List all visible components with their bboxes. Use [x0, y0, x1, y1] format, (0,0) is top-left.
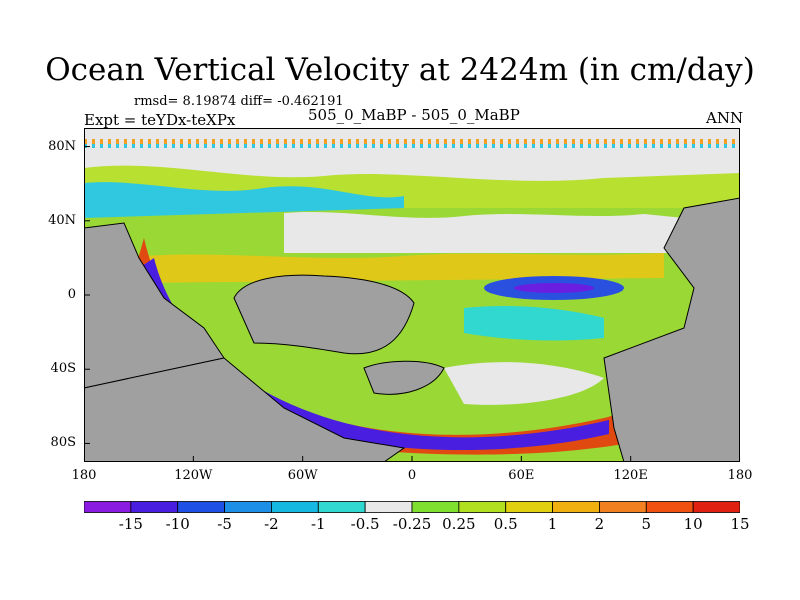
colorbar-label: 1: [547, 515, 558, 533]
colorbar-cell: [224, 501, 272, 513]
tick-marks: [84, 146, 740, 462]
velocity-map: [84, 128, 740, 462]
plot-title: Ocean Vertical Velocity at 2424m (in cm/…: [45, 52, 755, 88]
colorbar-label: 0.5: [493, 515, 518, 533]
colorbar-cell: [177, 501, 225, 513]
colorbar-label: -1: [310, 515, 326, 533]
colorbar-label: -10: [165, 515, 190, 533]
lon-label-120e-5: 120E: [613, 468, 648, 483]
subtropic-neutral-band: [284, 211, 684, 253]
tropic-band: [124, 253, 664, 283]
colorbar-cell: [271, 501, 319, 513]
colorbar-cell: [599, 501, 647, 513]
season-label: ANN: [706, 109, 744, 127]
lat-label-80n: 80N: [48, 138, 76, 154]
colorbar-cell: [692, 501, 740, 513]
lon-label-120w-1: 120W: [174, 468, 213, 483]
north-cyan-band: [84, 182, 404, 218]
land-central-continent: [233, 274, 415, 355]
lon-label-180-6: 180: [727, 468, 753, 483]
north-sawtooth: [84, 139, 740, 148]
case-label: 505_0_MaBP - 505_0_MaBP: [308, 106, 520, 124]
colorbar-label: 2: [594, 515, 605, 533]
colorbar-cell: [84, 501, 132, 513]
colorbar-cell: [645, 501, 694, 513]
lon-label-180-0: 180: [71, 468, 97, 483]
lat-label-40s: 40S: [50, 361, 76, 377]
colorbar-cell: [317, 501, 366, 513]
lon-label-60e-4: 60E: [508, 468, 535, 483]
south-neutral-patch: [444, 362, 604, 405]
colorbar-label: 10: [683, 515, 703, 533]
lon-label-60w-2: 60W: [287, 468, 318, 483]
colorbar-label: -15: [118, 515, 143, 533]
lat-label-40n: 40N: [48, 212, 76, 228]
land-eastern-continent: [603, 197, 740, 462]
experiment-label: Expt = teYDx-teXPx: [84, 111, 236, 129]
colorbar-label: -0.25: [392, 515, 432, 533]
colorbar-cell: [505, 501, 553, 513]
land-south-island: [363, 360, 445, 395]
colorbar-cell: [130, 501, 179, 513]
colorbar-label: -5: [217, 515, 232, 533]
lat-label-80s: 80S: [50, 435, 76, 451]
south-cyan-patch: [464, 306, 604, 341]
land: [84, 197, 740, 462]
colorbar-label: 5: [641, 515, 652, 533]
colorbar: [84, 501, 740, 513]
equatorial-core: [514, 283, 594, 293]
colorbar-cell: [458, 501, 507, 513]
colorbar-cell: [364, 501, 413, 513]
stats-text: rmsd= 8.19874 diff= -0.462191: [134, 94, 344, 109]
colorbar-label: 15: [730, 515, 750, 533]
lon-label-0-3: 0: [407, 468, 417, 483]
colorbar-cell: [411, 501, 460, 513]
lat-label-0: 0: [67, 287, 76, 302]
colorbar-label: -2: [264, 515, 279, 533]
colorbar-label: 0.25: [442, 515, 476, 533]
land-southwest: [84, 357, 406, 462]
colorbar-label: -0.5: [350, 515, 380, 533]
colorbar-cell: [552, 501, 600, 513]
